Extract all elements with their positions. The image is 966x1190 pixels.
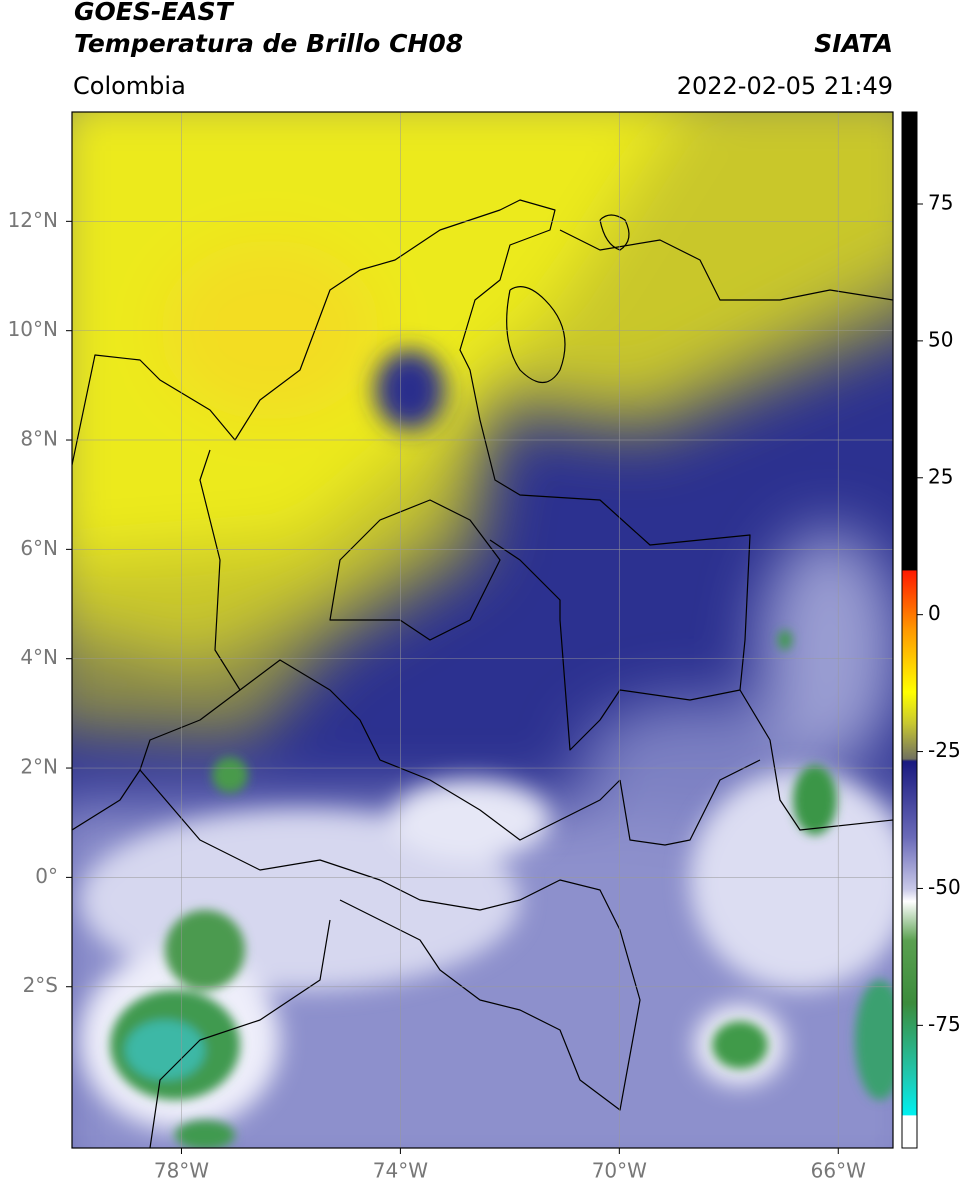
x-tick-label: 70°W xyxy=(592,1159,647,1183)
y-tick-label: 6°N xyxy=(20,536,58,560)
y-tick-label: 10°N xyxy=(8,317,58,341)
satellite-image xyxy=(72,112,893,1148)
y-tick-label: 12°N xyxy=(8,208,58,232)
colorbar-tick-label: 75 xyxy=(928,190,953,214)
x-tick-label: 74°W xyxy=(373,1159,428,1183)
agency: SIATA xyxy=(814,29,893,58)
colorbar-tick-label: -25 xyxy=(928,738,961,762)
datetime: 2022-02-05 21:49 xyxy=(677,72,893,100)
x-tick-label: 78°W xyxy=(154,1159,209,1183)
colorbar-tick-label: 50 xyxy=(928,327,953,351)
grid xyxy=(72,112,893,1148)
colorbar xyxy=(901,111,918,1149)
colorbar-tick-label: 0 xyxy=(928,601,941,625)
x-tick-label: 66°W xyxy=(811,1159,866,1183)
title: Temperatura de Brillo CH08 xyxy=(74,29,463,58)
y-tick-label: 8°N xyxy=(20,427,58,451)
colorbar-tick-label: 25 xyxy=(928,464,953,488)
y-tick-label: 2°N xyxy=(20,755,58,779)
y-tick-label: 2°S xyxy=(23,973,58,997)
y-tick-label: 0° xyxy=(35,864,58,888)
title: GOES-EAST xyxy=(74,0,235,26)
map-frame xyxy=(71,111,894,1149)
colorbar-tick-label: -75 xyxy=(928,1012,961,1036)
region: Colombia xyxy=(73,72,186,100)
colorbar-tick-label: -50 xyxy=(928,875,961,899)
y-tick-label: 4°N xyxy=(20,645,58,669)
